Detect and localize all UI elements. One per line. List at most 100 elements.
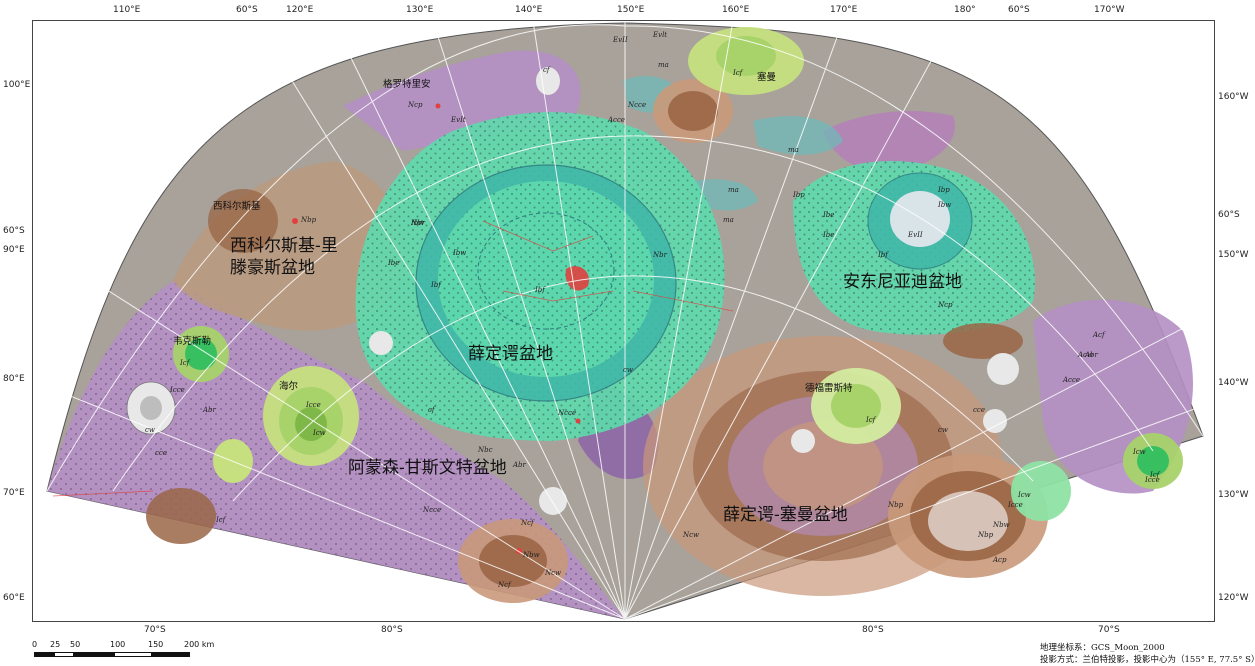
map-unit-label: Icf [180,359,190,367]
scale-segment [74,652,114,657]
map-unit-label: Ncw [545,569,562,577]
map-unit-label: Acce [1063,376,1081,384]
map-unit-label: Nbc [478,446,493,454]
sikorsky-crater-label: 西科尔斯基 [213,201,261,212]
projection-note: 投影方式：兰伯特投影，投影中心为（155° E, 77.5° S） [1040,655,1255,665]
graticule-label-left: 60°E [3,593,25,603]
copernican-crater [791,429,815,453]
scale-bar: 0 25 50 100 150 200 km [32,640,272,664]
nectarian-crater [479,535,547,587]
hale-crater-label: 海尔 [279,381,299,392]
graticule-label-top: 140°E [515,5,543,15]
scale-tick-label: 100 [110,640,126,649]
map-unit-label: Icf [216,516,226,524]
map-unit-label: cce [155,449,167,457]
map-unit-label: Icf [866,416,876,424]
scale-tick-label: 50 [70,640,81,649]
graticule-label-right: 160°W [1218,92,1249,102]
scale-tick-label: 25 [50,640,61,649]
map-unit-label: Icw [1133,448,1146,456]
graticule [33,21,1214,620]
map-unit-label: ma [658,61,669,69]
map-unit-label: ma [788,146,799,154]
map-unit-label: Nbr [653,251,667,259]
map-unit-label: Acw [1078,351,1093,359]
nectarian-crater [208,189,278,253]
map-unit-label: Abr [203,406,216,414]
geologic-map-frame: 薛定谔盆地 阿蒙森-甘斯文特盆地 薛定谔-塞曼盆地 安东尼亚迪盆地 西科尔斯基-… [32,20,1215,622]
map-unit-label: Abr [1085,351,1098,359]
map-unit-label: cf [543,66,550,74]
map-unit-label: cw [623,366,633,374]
pre-nectarian-unit [823,111,955,171]
imbrian-crater [1011,461,1071,521]
graticule-label-top: 60°S [236,5,258,15]
impact-marker [575,418,581,424]
map-footer-notes: 地理坐标系：GCS_Moon_2000 投影方式：兰伯特投影，投影中心为（155… [1040,642,1255,666]
copernican-crater [987,353,1019,385]
graticule-label-right: 120°W [1218,593,1249,603]
graticule-label-top: 160°E [722,5,750,15]
scale-tick-label: 0 [32,640,38,649]
graticule-label-right: 150°W [1218,250,1249,260]
map-unit-label: Nbp [301,216,317,224]
map-unit-label: Ncp [408,101,423,109]
map-unit-label: cw [145,426,155,434]
scale-tick-label: 150 [148,640,164,649]
graticule-label-top: 120°E [286,5,314,15]
map-unit-label: Icw [1018,491,1031,499]
graticule-label-top: 130°E [406,5,434,15]
map-unit-label: Acce [608,116,626,124]
graticule-label-bottom: 70°S [144,625,166,635]
map-unit-label: Icf [733,69,743,77]
map-unit-label: Ncp [938,301,953,309]
map-unit-label: Acf [1093,331,1105,339]
copernican-crater [539,487,567,515]
graticule-label-right: 130°W [1218,490,1249,500]
impact-marker [435,103,441,109]
schrodinger-floor [438,181,654,377]
map-unit-label: Nbp [978,531,994,539]
scale-tick-label: 200 km [184,640,215,649]
map-unit-label: Ibw [411,219,425,227]
coordinate-system-note: 地理坐标系：GCS_Moon_2000 [1040,643,1165,653]
wexler-crater-label: 韦克斯勒 [173,336,212,347]
map-unit-label: Ncw [683,531,700,539]
amundsen-ganswindt-basin-label: 阿蒙森-甘斯文特盆地 [348,458,507,478]
map-unit-label: Abr [513,461,526,469]
map-unit-label: Icce [1145,476,1160,484]
sikorsky-rittenhouse-basin-unit [173,161,405,331]
copernican-crater [369,331,393,355]
map-unit-label: Icce [306,401,321,409]
map-unit-label: Ibe [388,259,400,267]
graticule-label-top: 150°E [617,5,645,15]
map-unit-label: cw [938,426,948,434]
map-unit-label: Nbw [993,521,1010,529]
copernican-crater [536,67,560,95]
map-unit-label: Nbr [411,219,425,227]
impact-marker [292,218,298,224]
map-unit-label: Ibw [938,201,952,209]
mare-unit [753,116,843,155]
geologic-map [33,21,1214,620]
map-unit-label: cf [428,406,435,414]
map-unit-label: EvIt [451,116,466,124]
copernican-crater [140,396,162,420]
nectarian-crater [146,488,216,544]
graticule-label-top: 170°E [830,5,858,15]
imbrian-crater-wexler [185,338,217,370]
grotrian-crater-label: 格罗特里安 [383,79,431,90]
map-unit-label: cce [973,406,985,414]
graticule-label-top: 110°E [113,5,141,15]
map-unit-label: Icce [1008,501,1023,509]
map-unit-label: Ibe [823,231,835,239]
map-unit-label: Ibe [823,211,835,219]
de-forest-crater-label: 德福雷斯特 [805,383,853,394]
graticule-label-bottom: 80°S [862,625,884,635]
map-unit-label: Icce [170,386,185,394]
graticule-label-bottom: 80°S [381,625,403,635]
map-unit-label: Evlt [653,31,668,39]
graticule-label-top: 170°W [1094,5,1125,15]
map-unit-label: EvII [908,231,923,239]
map-unit-label: Ibw [453,249,467,257]
